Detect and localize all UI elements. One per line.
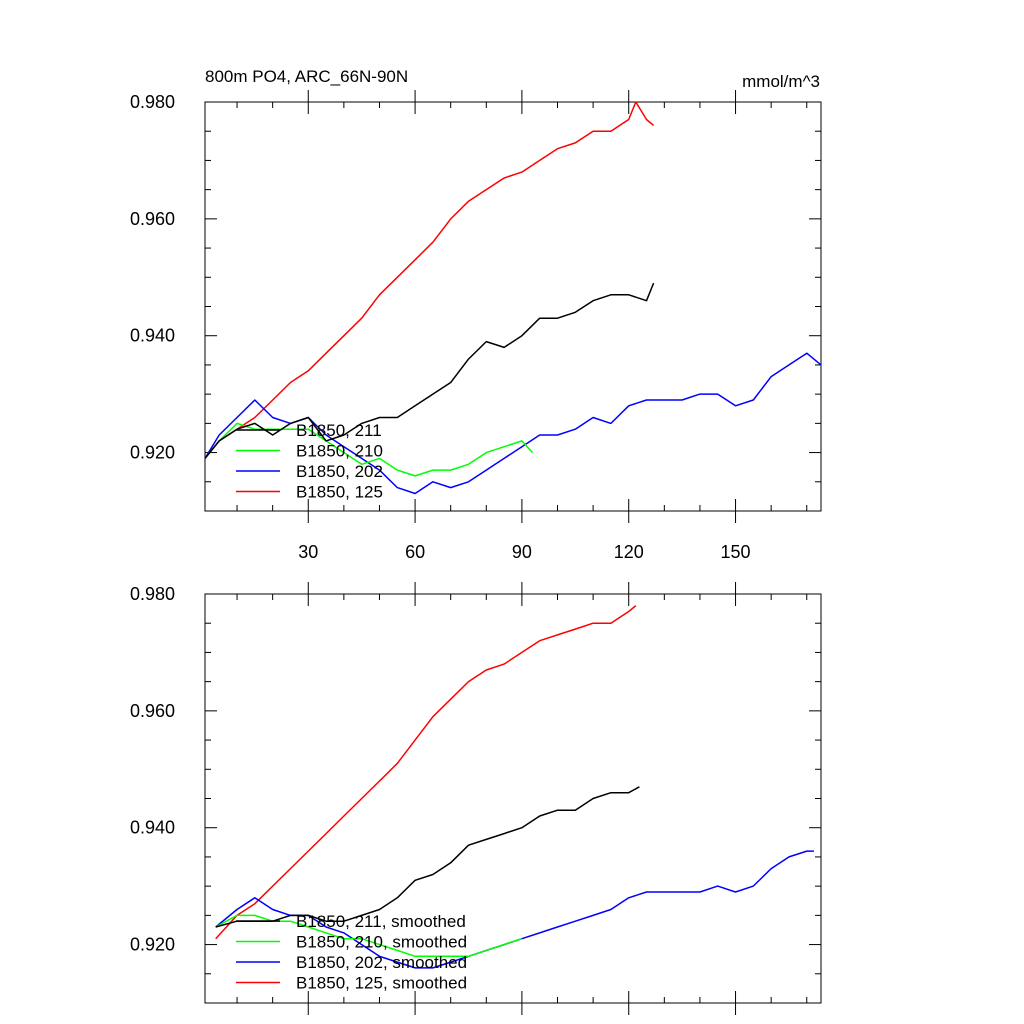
x-tick-label: 90 — [512, 542, 532, 562]
x-tick-label: 60 — [405, 542, 425, 562]
legend-label: B1850, 125 — [296, 483, 383, 502]
legend-label: B1850, 125, smoothed — [296, 974, 467, 993]
x-tick-label: 120 — [614, 542, 644, 562]
bottom-panel: 0.920 0.940 0.960 0.980 B1850, 211, smoothed… — [130, 582, 822, 1015]
series-line-2 — [204, 422, 534, 477]
y-tick-label: 0.940 — [130, 818, 175, 838]
legend-label: B1850, 210, smoothed — [296, 933, 467, 952]
x-tick-label: 30 — [298, 542, 318, 562]
legend-label: B1850, 210 — [296, 442, 383, 461]
series-line-4 — [215, 605, 637, 940]
x-tick-label: 150 — [721, 542, 751, 562]
plot-title: 800m PO4, ARC_66N-90N — [205, 67, 408, 86]
y-tick-label: 0.980 — [130, 584, 175, 604]
top-panel: 0.920 0.940 0.960 0.980 30 60 90 120 150 B1850, 2… — [130, 90, 822, 562]
series-line-1 — [204, 282, 655, 459]
series-line-2 — [215, 914, 523, 958]
y-tick-label: 0.940 — [130, 326, 175, 346]
y-tick-label: 0.920 — [130, 935, 175, 955]
y-tick-label: 0.960 — [130, 701, 175, 721]
series-line-1 — [215, 786, 640, 928]
legend-label: B1850, 202, smoothed — [296, 953, 467, 972]
legend-label: B1850, 211 — [296, 421, 382, 440]
y-tick-label: 0.980 — [130, 92, 175, 112]
y-tick-label: 0.920 — [130, 443, 175, 463]
legend-label: B1850, 211, smoothed — [296, 912, 466, 931]
legend-label: B1850, 202 — [296, 462, 383, 481]
series-line-4 — [204, 101, 655, 459]
units-label: mmol/m^3 — [742, 72, 820, 91]
y-tick-label: 0.960 — [130, 209, 175, 229]
